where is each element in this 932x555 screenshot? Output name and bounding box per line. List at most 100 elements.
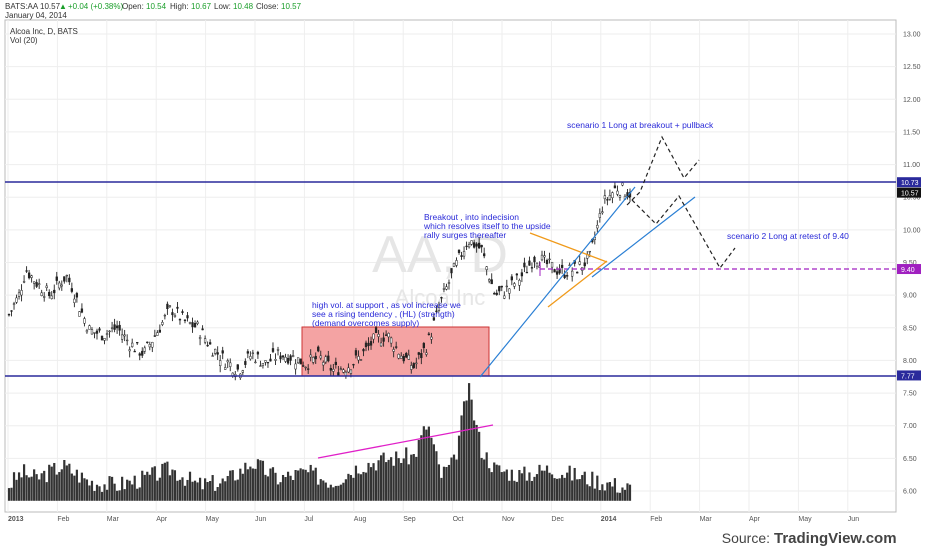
volume-bar xyxy=(513,480,516,501)
volume-bar xyxy=(382,452,385,501)
candle-body xyxy=(515,273,519,276)
volume-bar xyxy=(309,464,312,501)
volume-bar xyxy=(126,479,129,501)
candle-body xyxy=(498,286,501,292)
volume-trendline xyxy=(317,424,494,459)
candle-body xyxy=(188,322,192,324)
candle-body xyxy=(176,306,179,309)
candle-body xyxy=(319,355,322,359)
volume-bar xyxy=(281,474,285,501)
volume-bar xyxy=(553,478,556,501)
price-badge xyxy=(897,187,921,198)
candle-body xyxy=(467,244,471,248)
volume-bar xyxy=(493,462,496,501)
volume-bar xyxy=(204,478,207,501)
candle-body xyxy=(254,361,257,364)
price-badge-label: 7.77 xyxy=(901,373,915,380)
volume-bar xyxy=(603,490,606,501)
candle-body xyxy=(108,330,111,333)
volume-bar xyxy=(148,474,151,501)
volume-bar xyxy=(40,473,43,501)
volume-bar xyxy=(297,470,300,501)
trendline-2 xyxy=(591,196,696,278)
chart-header: BATS:AA 10.57 ▲ +0.04 (+0.38%) Open: 10.… xyxy=(5,2,302,45)
volume-bar xyxy=(153,466,156,501)
candle-body xyxy=(397,354,400,359)
volume-bar xyxy=(566,472,569,501)
candle-body xyxy=(90,329,94,335)
volume-bar xyxy=(224,481,227,501)
volume-bar xyxy=(251,468,254,501)
candle-body xyxy=(525,271,529,274)
candle-body xyxy=(344,371,348,376)
y-tick-label: 7.00 xyxy=(903,423,917,430)
candle-body xyxy=(75,293,79,298)
candle-body xyxy=(558,268,561,274)
candle-body xyxy=(455,260,458,266)
volume-bar xyxy=(188,471,192,501)
volume-bar xyxy=(259,460,262,501)
candle-body xyxy=(425,352,428,355)
source-brand[interactable]: TradingView.com xyxy=(774,530,897,547)
candle-body xyxy=(395,346,398,348)
volume-bar xyxy=(349,475,353,501)
volume-bar xyxy=(50,466,53,501)
volume-bar xyxy=(246,469,249,501)
volume-bar xyxy=(123,489,126,501)
volume-bar xyxy=(43,470,46,501)
annotation-scenario-2: scenario 2 Long at retest of 9.40 xyxy=(727,231,849,241)
candle-body xyxy=(294,363,297,370)
candle-body xyxy=(460,255,463,257)
candle-body xyxy=(173,314,177,318)
volume-bar xyxy=(191,481,194,501)
volume-bar xyxy=(344,479,347,501)
volume-bar xyxy=(329,484,332,501)
volume-bar xyxy=(540,470,544,501)
volume-bar xyxy=(105,489,109,501)
volume-bar xyxy=(78,482,81,501)
volume-bar xyxy=(12,472,16,501)
plot-area xyxy=(4,19,897,513)
volume-bar xyxy=(427,426,430,501)
volume-bar xyxy=(168,475,172,501)
volume-bar xyxy=(319,479,322,501)
candle-body xyxy=(450,268,453,274)
y-tick-label: 10.50 xyxy=(903,195,921,202)
volume-bar xyxy=(528,472,531,501)
volume-bar xyxy=(520,473,523,501)
candle-body xyxy=(445,286,448,290)
x-tick-label: Sep xyxy=(403,516,416,523)
header-symbol: BATS:AA xyxy=(5,2,39,11)
candle-body xyxy=(359,359,363,361)
volume-bar xyxy=(276,484,280,501)
candle-body xyxy=(304,366,307,369)
candle-body xyxy=(163,314,167,317)
volume-bar xyxy=(166,461,169,501)
candle-body xyxy=(372,333,375,340)
candle-body xyxy=(420,353,423,359)
candle-body xyxy=(621,182,624,186)
candle-body xyxy=(30,275,33,278)
volume-bar xyxy=(68,463,71,501)
volume-bar xyxy=(30,476,33,501)
candle-body xyxy=(181,311,184,313)
volume-bar xyxy=(221,478,224,501)
volume-bar xyxy=(490,472,493,501)
volume-bar xyxy=(611,486,614,501)
volume-bar xyxy=(113,483,116,501)
candle-body xyxy=(513,283,516,287)
volume-bar xyxy=(70,473,73,501)
candle-body xyxy=(477,242,481,249)
volume-bar xyxy=(83,478,86,501)
candle-body xyxy=(15,297,18,303)
candle-body xyxy=(447,282,451,284)
candle-body xyxy=(430,336,433,340)
candle-body xyxy=(88,325,91,330)
volume-bar xyxy=(261,460,265,501)
open-value: 10.54 xyxy=(146,2,167,11)
candle-body xyxy=(70,288,74,292)
candle-body xyxy=(276,349,280,351)
volume-bar xyxy=(183,485,187,501)
volume-bar xyxy=(563,477,566,501)
